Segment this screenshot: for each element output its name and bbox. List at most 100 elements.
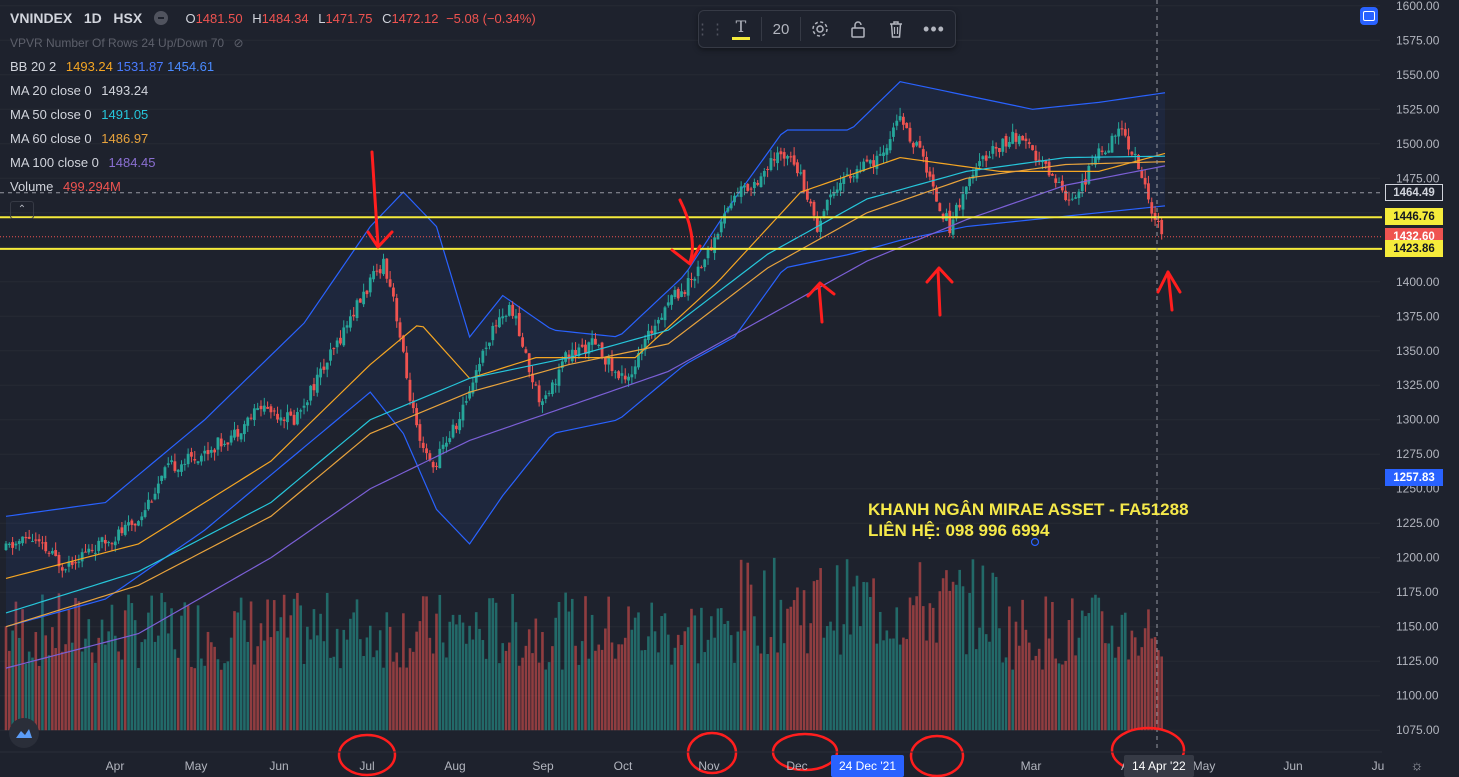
volume-bar [117,651,120,731]
volume-bar [948,590,952,731]
volume-bar [269,637,273,731]
volume-bar [1044,596,1048,731]
candle-body [643,338,647,351]
candle-body [435,465,438,467]
volume-bar [517,665,521,731]
time-tick-label: Jun [1283,759,1302,773]
ma20-row[interactable]: MA 20 close 0 1493.24 [10,79,536,103]
candle-body [64,569,68,571]
candle-body [67,561,71,567]
candle-body [113,541,117,546]
candle-body [915,142,919,146]
ma50-row[interactable]: MA 50 close 0 1491.05 [10,103,536,127]
candle-body [577,347,581,357]
candle-body [166,463,170,465]
vpvr-row[interactable]: VPVR Number Of Rows 24 Up/Down 70 ⊘ [10,31,536,55]
volume-bar [147,612,150,731]
candle-body [97,540,101,551]
candle-body [1103,152,1107,155]
color-indicator [732,36,750,40]
candle-body [958,204,962,208]
volume-bar [243,620,246,731]
drag-handle-icon[interactable]: ⋮⋮ [695,21,725,38]
candle-body [239,433,243,440]
candle-body [418,424,422,441]
settings-gear-icon[interactable] [801,11,839,47]
volume-bar [849,634,852,731]
volume-bar [561,669,564,731]
candle-body [348,316,352,328]
candle-body [1021,135,1025,141]
candle-body [517,312,521,337]
volume-bar [796,587,799,731]
candle-body [1130,151,1134,155]
volume-bar [1074,655,1077,731]
trash-icon[interactable] [877,11,915,47]
volume-bar [905,639,909,731]
candle-body [998,148,1001,153]
settings-sun-icon[interactable]: ☼ [1410,757,1424,773]
candle-body [103,539,107,544]
candle-body [1054,178,1058,183]
volume-bar [551,646,554,731]
volume-bar [431,653,435,731]
eye-hidden-icon[interactable]: ⊘ [233,36,244,50]
volume-bar [839,654,842,731]
candle-body [504,315,508,317]
candle-body [408,379,412,401]
candle-body [362,291,366,305]
volume-bar [1047,638,1051,731]
collapse-icon[interactable] [153,11,168,25]
candle-body [1123,129,1127,136]
volume-bar [464,643,468,731]
volume-bar [133,620,137,731]
drawing-toolbar: ⋮⋮ T 20 ••• [695,10,956,48]
candle-body [809,201,813,204]
volume-bar [8,650,11,731]
candle-body [117,529,120,541]
unlock-icon[interactable] [839,11,877,47]
volume-bar [325,592,329,731]
ma20-value: 1493.24 [101,83,149,98]
candle-body [1057,182,1061,184]
candle-body [382,258,385,275]
candle-body [454,425,458,430]
candle-body [637,353,640,368]
more-options-icon[interactable]: ••• [923,18,945,39]
candle-body [37,539,41,542]
text-tool-button[interactable]: T [721,11,761,47]
volume-bar [792,600,796,731]
volume-bar [925,640,928,731]
ma100-row[interactable]: MA 100 close 0 1484.45 [10,151,536,175]
font-size-button[interactable]: 20 [772,20,790,38]
candle-body [272,410,276,412]
volume-bar [286,637,289,731]
volume-bar [392,661,395,731]
candle-body [501,316,505,319]
volume-bar [1114,657,1117,731]
settings-square-icon[interactable] [1360,7,1378,25]
tradingview-logo-icon[interactable] [9,718,39,748]
symbol[interactable]: VNINDEX [10,10,73,26]
collapse-legend-button[interactable]: ⌃ [10,201,34,219]
volume-row[interactable]: Volume 499.294M [10,175,536,199]
ma60-row[interactable]: MA 60 close 0 1486.97 [10,127,536,151]
candle-body [1080,181,1084,192]
candle-body [342,327,346,346]
volume-bar [412,651,415,731]
interval[interactable]: 1D [83,10,102,26]
candle-body [762,170,766,177]
volume-bar [51,627,54,731]
volume-bar [246,641,250,731]
price-axis[interactable]: 1075.00 1100.00 1125.00 1150.00 1175.00 1200.… [1382,0,1459,777]
price-tick-label: 1325.00 [1396,378,1440,392]
volume-bar [236,612,240,731]
candle-body [842,177,846,185]
candle-body [339,337,342,344]
candle-body [1087,165,1091,184]
volume-bar [756,645,759,731]
bb-row[interactable]: BB 20 2 1493.24 1531.87 1454.61 [10,55,536,79]
volume-bar [842,624,846,731]
candle-body [908,127,912,142]
